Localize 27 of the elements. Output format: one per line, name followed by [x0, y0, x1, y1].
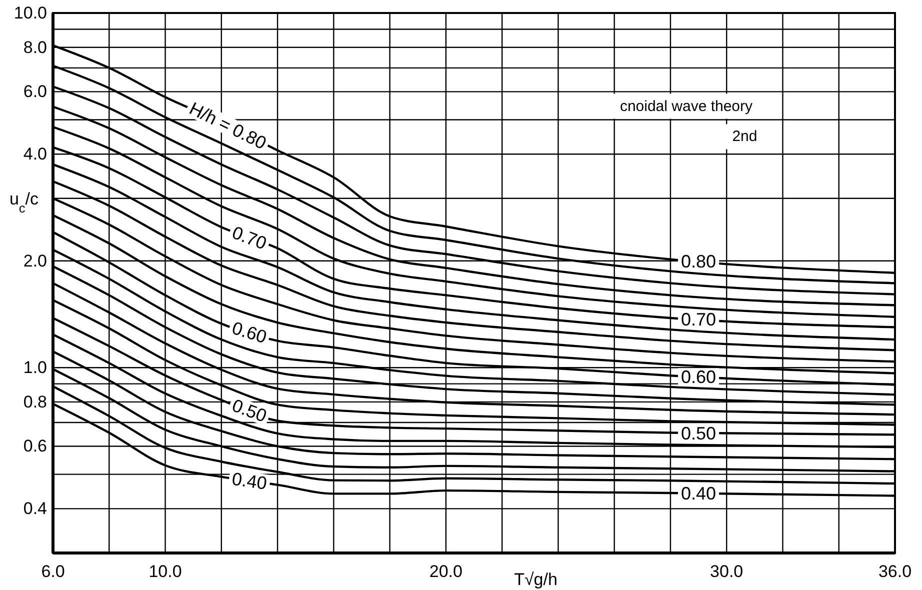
x-tick-label: 36.0 [878, 562, 912, 582]
y-tick-label: 8.0 [23, 38, 47, 57]
y-tick-label: 0.6 [23, 436, 47, 456]
y-tick-label: 0.4 [23, 499, 47, 518]
annotation: 2nd [732, 128, 758, 146]
y-tick-label: 4.0 [23, 144, 47, 164]
x-axis-title: T√g/h [514, 570, 558, 589]
x-tick-label: 10.0 [148, 562, 182, 582]
text: 0.60 [230, 318, 270, 348]
text: 0.40 [230, 468, 268, 494]
series-label: 0.60 [681, 367, 716, 388]
x-tick-label: 20.0 [429, 562, 462, 582]
series-label: 0.50 [681, 423, 716, 444]
text: 0.70 [229, 222, 270, 254]
y-tick-label: 2.0 [23, 251, 47, 270]
y-tick-label: 6.0 [23, 82, 47, 102]
annotation: cnoidal wave theory [620, 98, 754, 115]
y-tick-label: 0.8 [23, 392, 47, 412]
x-tick-label: 6.0 [41, 562, 65, 582]
y-tick-label: 10.0 [14, 3, 47, 22]
text: 0.80 [681, 251, 716, 272]
text: 0.70 [681, 309, 716, 330]
y-tick-label: 1.0 [23, 358, 47, 378]
text: 0.50 [229, 395, 270, 426]
x-tick-label: 30.0 [710, 562, 744, 582]
y-axis-title: u$_{c}$/c [9, 189, 40, 215]
text: 0.40 [681, 484, 716, 504]
